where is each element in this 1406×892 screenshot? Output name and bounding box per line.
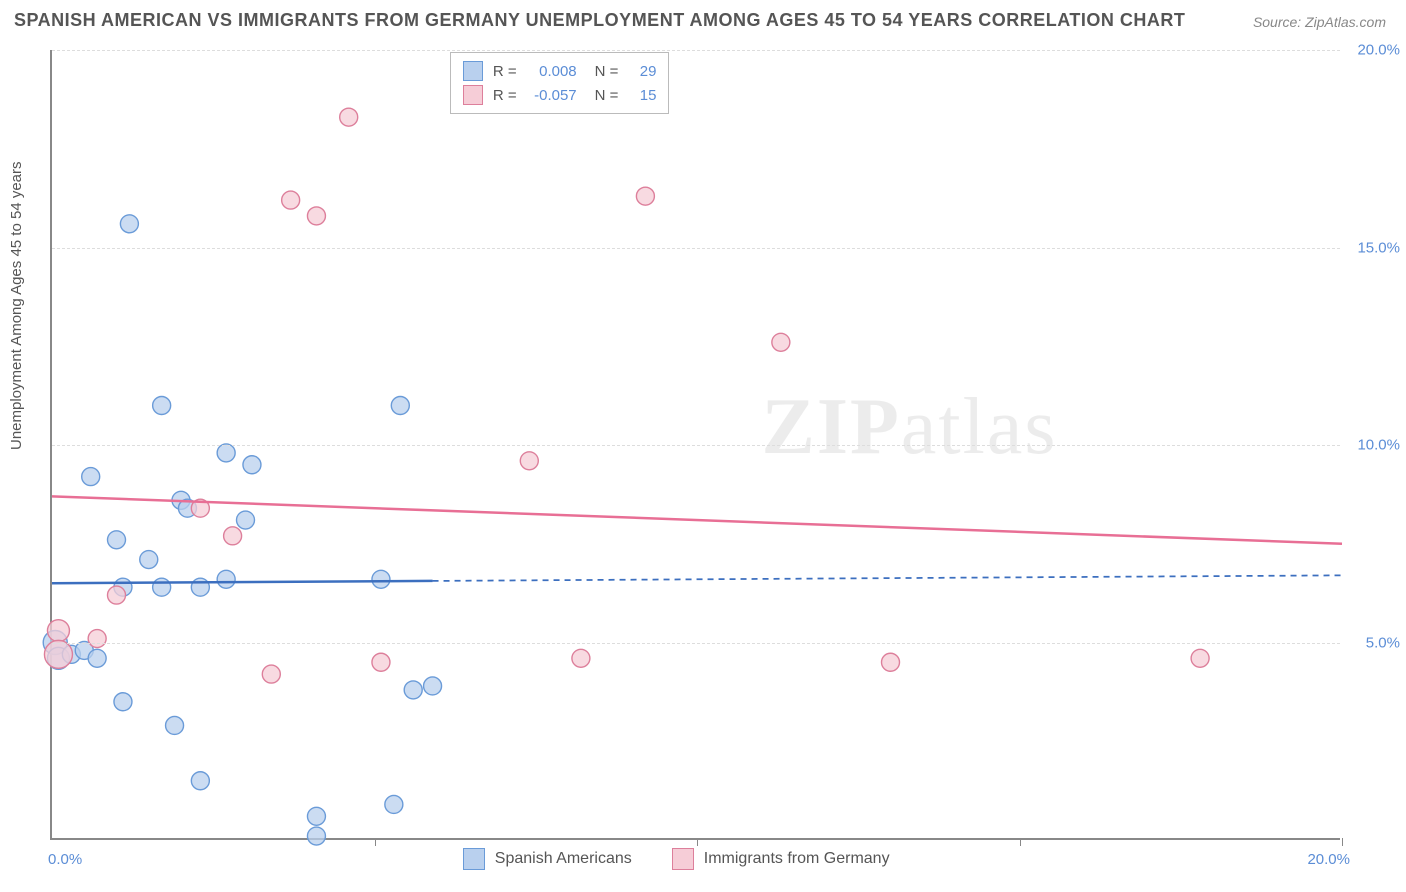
- x-tick: [1342, 838, 1343, 846]
- data-point: [282, 191, 300, 209]
- x-axis-max-label: 20.0%: [1307, 851, 1350, 868]
- legend-label: Spanish Americans: [495, 850, 632, 868]
- data-point: [153, 578, 171, 596]
- data-point: [391, 397, 409, 415]
- data-point: [191, 772, 209, 790]
- y-tick-label: 15.0%: [1357, 239, 1400, 256]
- data-point: [108, 586, 126, 604]
- data-point: [882, 653, 900, 671]
- legend-r-value: -0.057: [527, 87, 577, 104]
- x-tick: [697, 838, 698, 846]
- legend-swatch: [463, 848, 485, 870]
- source-attribution: Source: ZipAtlas.com: [1253, 14, 1386, 30]
- data-point: [114, 693, 132, 711]
- x-tick: [375, 838, 376, 846]
- legend-row: R = 0.008 N = 29: [463, 59, 657, 83]
- data-point: [88, 630, 106, 648]
- legend-item: Spanish Americans: [463, 848, 632, 870]
- data-point: [243, 456, 261, 474]
- legend-r-label: R =: [493, 87, 517, 104]
- data-point: [44, 640, 72, 668]
- data-point: [217, 444, 235, 462]
- trend-line-extrapolated: [433, 575, 1342, 581]
- data-point: [224, 527, 242, 545]
- data-point: [372, 570, 390, 588]
- data-point: [217, 570, 235, 588]
- y-tick-label: 20.0%: [1357, 42, 1400, 59]
- x-axis-min-label: 0.0%: [48, 851, 82, 868]
- data-point: [424, 677, 442, 695]
- legend-n-value: 15: [628, 87, 656, 104]
- legend-swatch: [463, 61, 483, 81]
- legend-n-label: N =: [595, 63, 619, 80]
- legend-row: R = -0.057 N = 15: [463, 83, 657, 107]
- data-point: [108, 531, 126, 549]
- legend-r-label: R =: [493, 63, 517, 80]
- data-point: [262, 665, 280, 683]
- data-point: [120, 215, 138, 233]
- data-point: [307, 807, 325, 825]
- gridline: [52, 50, 1340, 51]
- legend-n-value: 29: [628, 63, 656, 80]
- gridline: [52, 445, 1340, 446]
- data-point: [372, 653, 390, 671]
- data-point: [191, 578, 209, 596]
- data-point: [404, 681, 422, 699]
- y-tick-label: 10.0%: [1357, 437, 1400, 454]
- gridline: [52, 643, 1340, 644]
- data-point: [307, 207, 325, 225]
- y-axis-label: Unemployment Among Ages 45 to 54 years: [8, 161, 25, 450]
- series-legend: Spanish Americans Immigrants from Germany: [463, 848, 890, 870]
- legend-swatch: [672, 848, 694, 870]
- correlation-legend: R = 0.008 N = 29 R = -0.057 N = 15: [450, 52, 670, 114]
- data-point: [82, 468, 100, 486]
- legend-r-value: 0.008: [527, 63, 577, 80]
- data-point: [385, 795, 403, 813]
- data-point: [237, 511, 255, 529]
- data-point: [153, 397, 171, 415]
- data-point: [47, 620, 69, 642]
- data-point: [307, 827, 325, 845]
- data-point: [572, 649, 590, 667]
- chart-container: SPANISH AMERICAN VS IMMIGRANTS FROM GERM…: [0, 0, 1406, 892]
- legend-swatch: [463, 85, 483, 105]
- data-point: [1191, 649, 1209, 667]
- gridline: [52, 248, 1340, 249]
- data-point: [166, 716, 184, 734]
- legend-item: Immigrants from Germany: [672, 848, 890, 870]
- plot-area: ZIPatlas 0.0% 20.0% 5.0%10.0%15.0%20.0%: [50, 50, 1340, 840]
- data-point: [340, 108, 358, 126]
- data-point: [88, 649, 106, 667]
- data-point: [140, 551, 158, 569]
- data-point: [520, 452, 538, 470]
- x-tick: [1020, 838, 1021, 846]
- legend-label: Immigrants from Germany: [704, 850, 890, 868]
- data-point: [636, 187, 654, 205]
- data-point: [772, 333, 790, 351]
- chart-title: SPANISH AMERICAN VS IMMIGRANTS FROM GERM…: [14, 10, 1185, 31]
- legend-n-label: N =: [595, 87, 619, 104]
- y-tick-label: 5.0%: [1366, 634, 1400, 651]
